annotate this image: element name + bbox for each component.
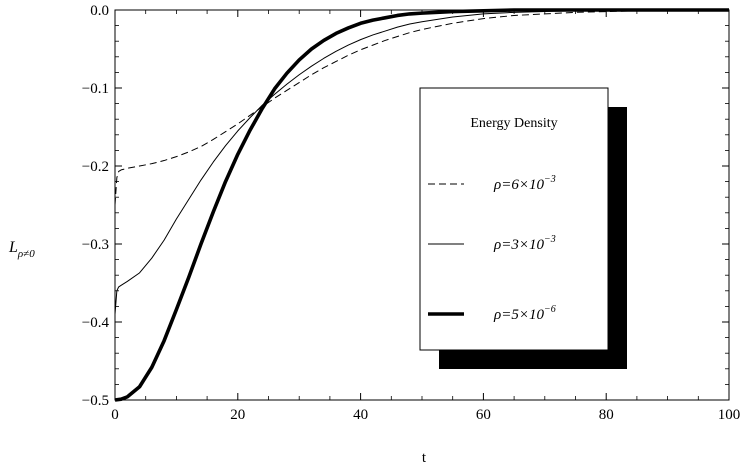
legend-label-2: ρ=3×10−3: [493, 234, 556, 253]
legend-box: [419, 87, 609, 351]
y-tick-label: −0.1: [82, 81, 109, 97]
series-lines: [114, 8, 729, 402]
axis-labels: t Lρ≠0: [8, 239, 427, 466]
x-tick-label: 40: [353, 407, 368, 423]
legend-label-1: ρ=6×10−3: [493, 174, 556, 193]
x-tick-label: 80: [599, 407, 614, 423]
legend-label-3: ρ=5×10−6: [493, 304, 556, 323]
x-axis-label: t: [422, 450, 427, 466]
y-axis-label: Lρ≠0: [8, 239, 35, 260]
y-tick-label: −0.2: [82, 159, 109, 175]
x-tick-label: 60: [476, 407, 491, 423]
series-line-3: [114, 8, 729, 402]
y-tick-label: −0.4: [82, 315, 110, 331]
y-axis-label-main: L: [8, 239, 18, 256]
series-line-2: [114, 9, 729, 315]
series-line-1: [114, 9, 729, 206]
legend: Energy Density ρ=6×10−3 ρ=3×10−3 ρ=5×10−6: [419, 87, 627, 369]
y-tick-label: 0.0: [90, 3, 109, 19]
y-axis-label-subscript: ρ≠0: [17, 248, 35, 260]
y-tick-label: −0.3: [82, 237, 109, 253]
axes: 0 20 40 60 80 100 0.0 −0.1 −0.2 −0.3 −0.4 −0.5: [82, 3, 740, 423]
legend-title: Energy Density: [470, 116, 557, 131]
y-tick-label: −0.5: [82, 393, 109, 409]
x-tick-label: 20: [230, 407, 245, 423]
x-tick-label: 100: [718, 407, 740, 423]
x-tick-label: 0: [111, 407, 119, 423]
